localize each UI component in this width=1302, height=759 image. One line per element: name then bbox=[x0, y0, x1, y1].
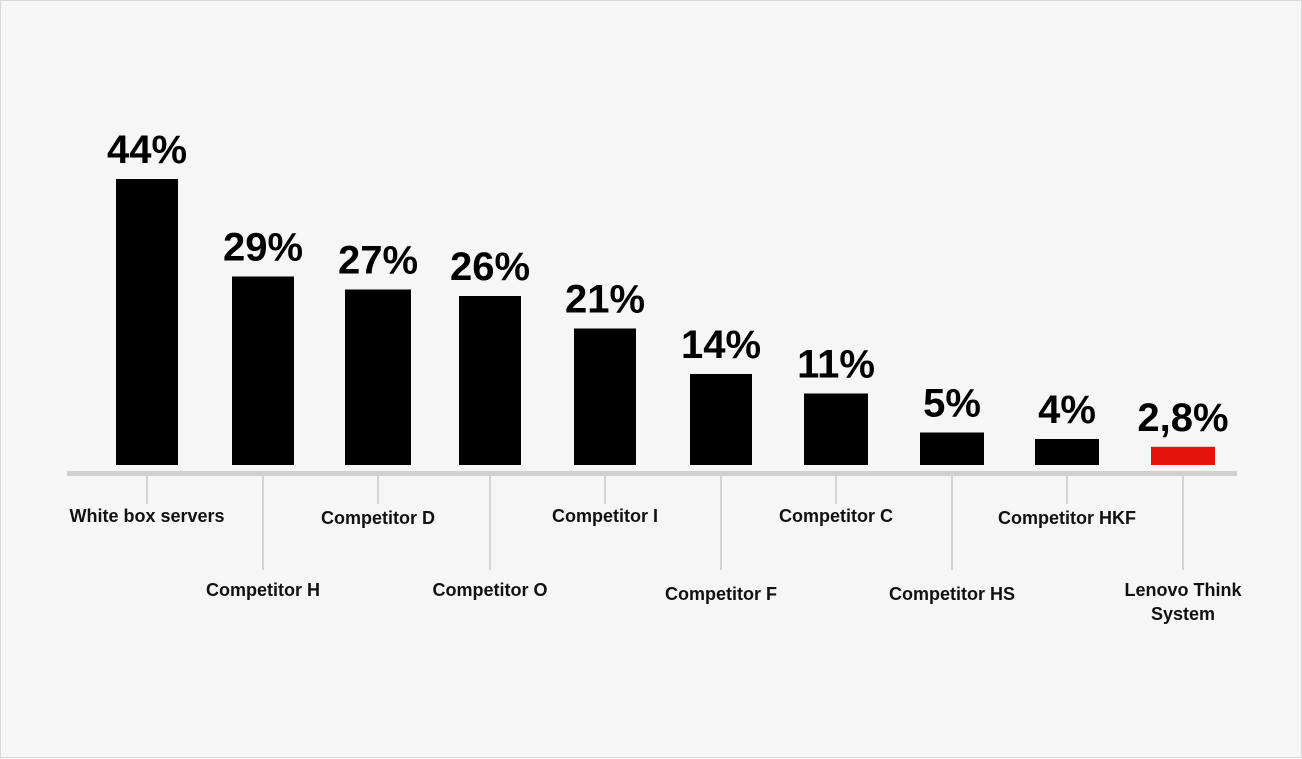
data-label: 5% bbox=[923, 382, 981, 426]
data-label: 11% bbox=[797, 343, 875, 387]
category-label: Lenovo Think System bbox=[1125, 580, 1243, 624]
bar bbox=[574, 328, 636, 465]
bar bbox=[1035, 439, 1099, 465]
data-label: 44% bbox=[107, 128, 187, 172]
data-label: 29% bbox=[223, 226, 303, 270]
category-label: Competitor C bbox=[779, 506, 893, 526]
bar bbox=[232, 276, 294, 465]
category-label: Competitor HKF bbox=[998, 508, 1136, 528]
bar bbox=[690, 374, 752, 465]
category-label: Competitor O bbox=[433, 580, 548, 600]
category-label: Competitor H bbox=[206, 580, 320, 600]
category-label: White box servers bbox=[69, 506, 224, 526]
category-label: Competitor F bbox=[665, 584, 777, 604]
category-label: Competitor HS bbox=[889, 584, 1015, 604]
data-label: 4% bbox=[1038, 388, 1096, 432]
data-label: 21% bbox=[565, 278, 645, 322]
bar bbox=[116, 179, 178, 465]
data-label: 26% bbox=[450, 245, 530, 289]
bar bbox=[459, 296, 521, 465]
bar bbox=[920, 432, 984, 465]
bar bbox=[345, 289, 411, 465]
x-axis-line bbox=[67, 471, 1237, 476]
category-label: Competitor I bbox=[552, 506, 658, 526]
data-label: 2,8% bbox=[1137, 396, 1228, 440]
data-label: 14% bbox=[681, 323, 761, 367]
bar bbox=[1151, 446, 1215, 465]
bar bbox=[804, 393, 868, 465]
data-label: 27% bbox=[338, 239, 418, 283]
category-label: Competitor D bbox=[321, 508, 435, 528]
